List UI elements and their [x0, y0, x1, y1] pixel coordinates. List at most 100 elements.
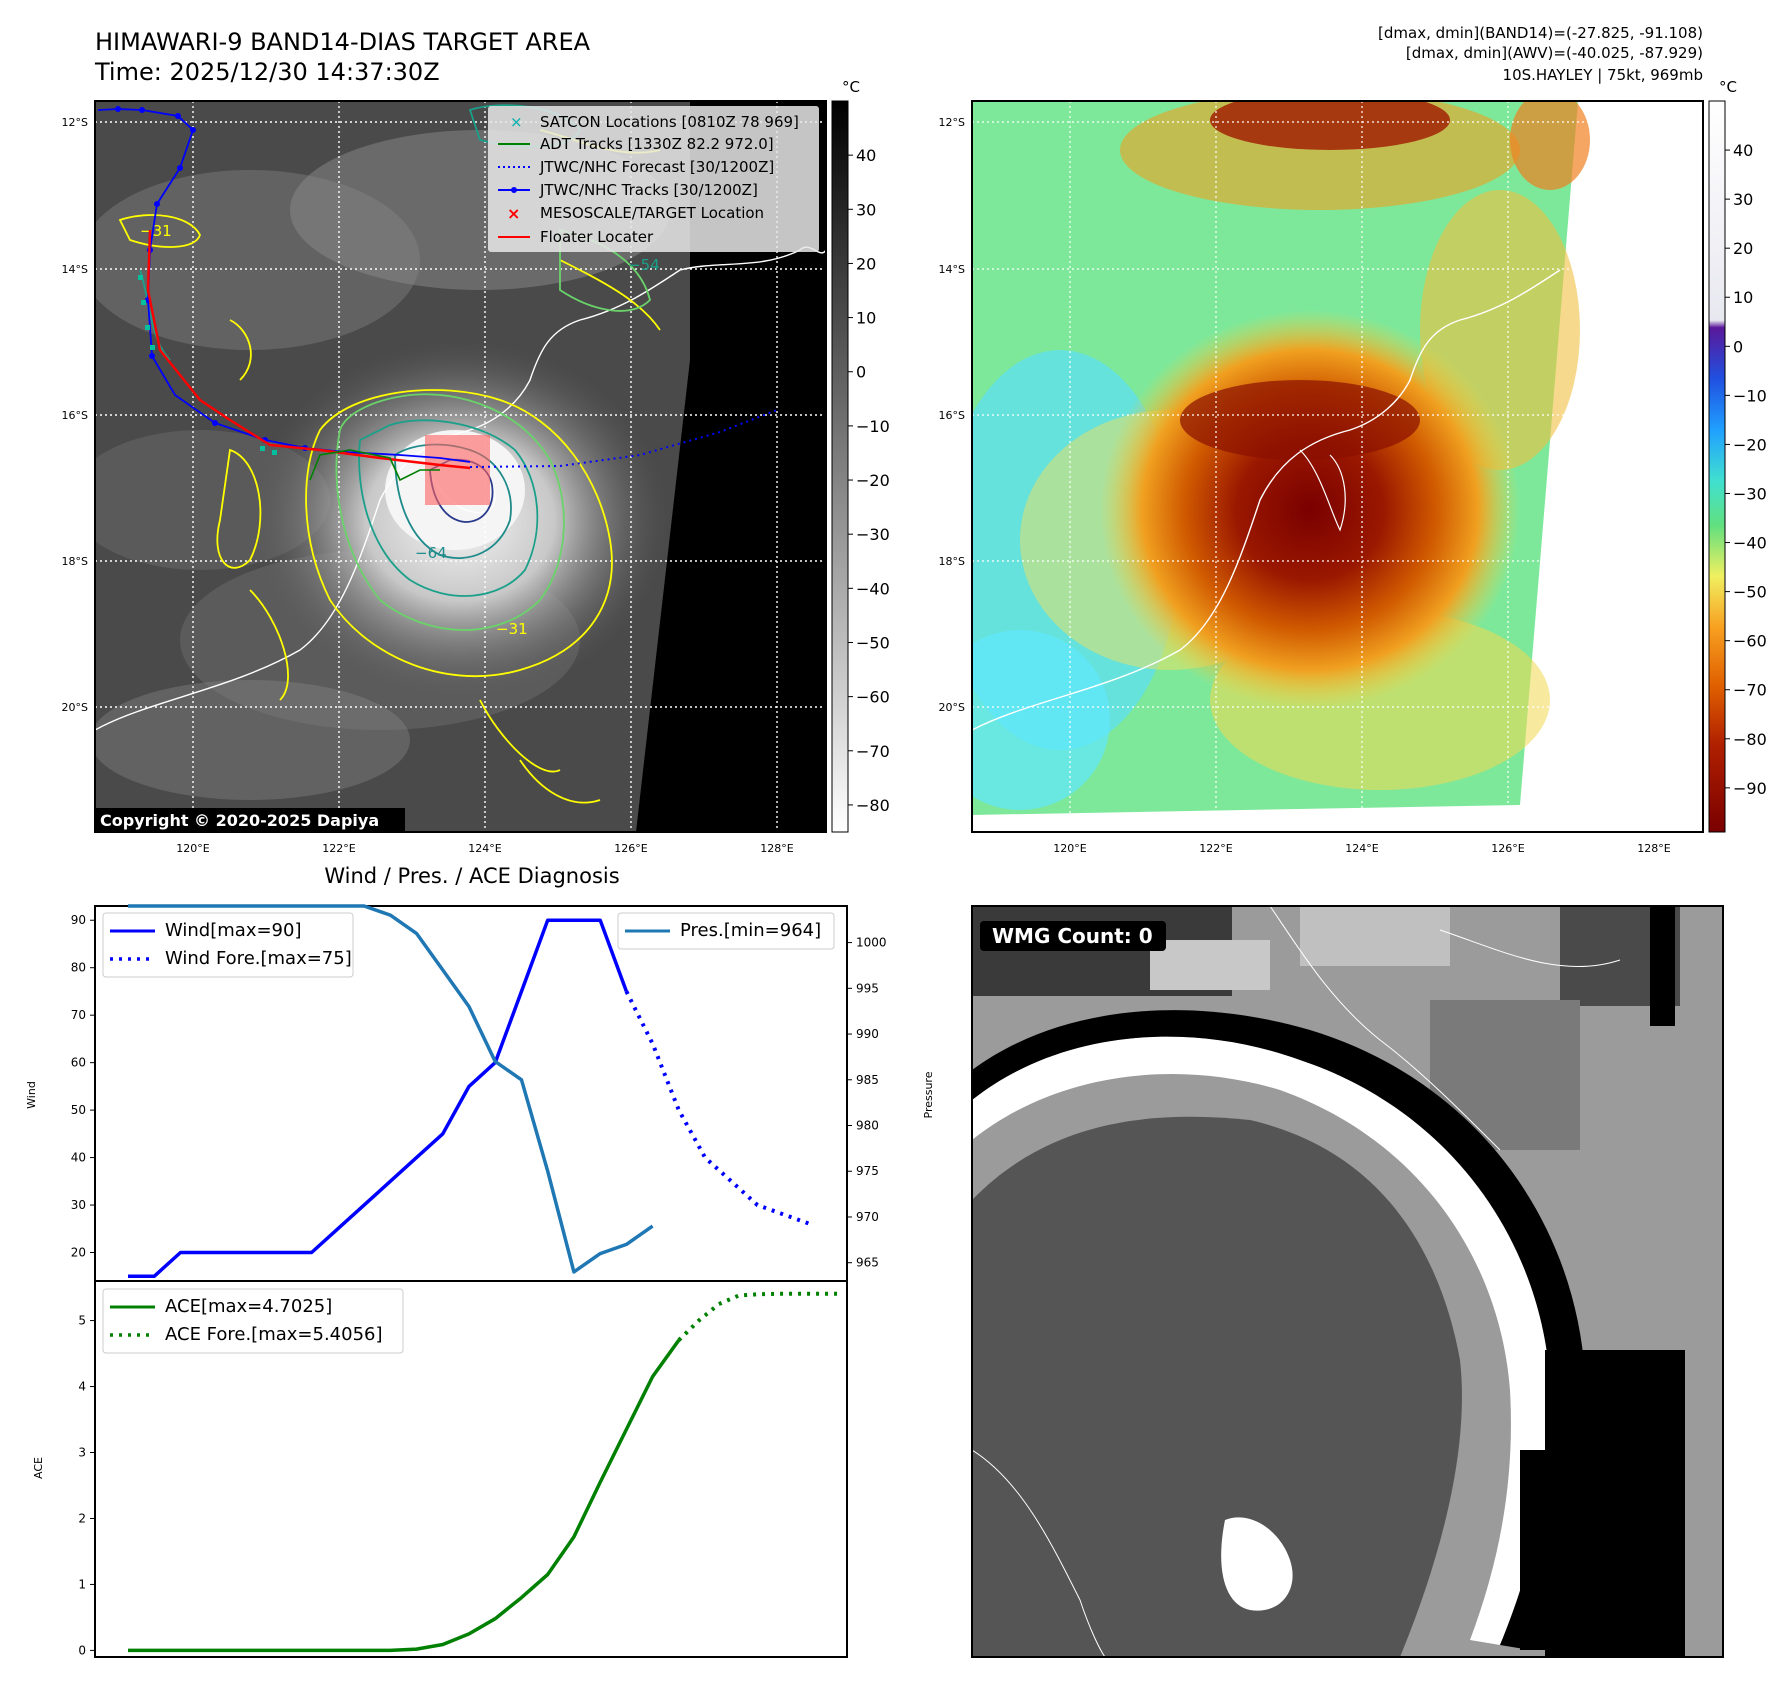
colorbar-tick-label: −50 — [1733, 583, 1767, 602]
floater-locater — [146, 229, 471, 470]
info-line-2: [dmax, dmin](AWV)=(-40.025, -87.929) — [1406, 44, 1703, 62]
legend-tracks: JTWC/NHC Tracks [30/1200Z] — [539, 181, 758, 199]
ace-y-axis: 5 4 3 2 1 0 — [78, 1314, 95, 1657]
colorbar-tick-label: −60 — [856, 688, 890, 707]
lon-label: 120°E — [176, 842, 209, 855]
ir-map-lon-labels: 120°E 122°E 124°E 126°E 128°E — [176, 842, 793, 855]
colorbar-tick-label: 10 — [856, 309, 876, 328]
ace-legend: ACE[max=4.7025] ACE Fore.[max=5.4056] — [102, 1288, 404, 1354]
legend-satcon: SATCON Locations [0810Z 78 969] — [540, 113, 799, 131]
axis-tick-label: 1 — [78, 1577, 86, 1591]
awv-map — [972, 101, 1703, 832]
gray-colorbar: °C 40 30 20 10 0 −10 −20 −30 −40 −50 −60 −70 −80 — [831, 78, 890, 833]
contour-label-4: −31 — [496, 620, 528, 638]
colorbar-tick-label: 10 — [1733, 288, 1753, 307]
lat-label: 20°S — [939, 701, 965, 714]
diag-title: Wind / Pres. / ACE Diagnosis — [324, 864, 619, 888]
wind-legend: Wind[max=90] Wind Fore.[max=75] — [102, 912, 354, 978]
pressure-ylabel: Pressure — [922, 1071, 935, 1118]
copyright: Copyright © 2020-2025 Dapiya — [100, 811, 379, 830]
axis-tick-label: 50 — [71, 1103, 86, 1117]
svg-text:×: × — [510, 113, 523, 131]
lat-label: 16°S — [939, 409, 965, 422]
ir-map-lat-labels: 12°S 14°S 16°S 18°S 20°S — [62, 116, 88, 714]
contour-label-2: −54 — [628, 256, 660, 274]
awv-map-lon-labels: 120°E 122°E 124°E 126°E 128°E — [1053, 842, 1670, 855]
colorbar-tick-label: −60 — [1733, 632, 1767, 651]
axis-tick-label: 30 — [71, 1198, 86, 1212]
contour-label-1: −31 — [140, 222, 172, 240]
lon-label: 124°E — [468, 842, 501, 855]
legend-ace: ACE[max=4.7025] — [165, 1296, 332, 1317]
axis-tick-label: 2 — [78, 1511, 86, 1525]
gray-colorbar-unit: °C — [842, 78, 860, 96]
axis-tick-label: 975 — [856, 1164, 879, 1178]
colorbar-tick-label: 20 — [856, 254, 876, 273]
ace-forecast-line — [677, 1291, 839, 1342]
colorbar-tick-label: −20 — [856, 471, 890, 490]
pressure-line — [128, 904, 654, 1274]
wind-y-axis: 90 80 70 60 50 40 30 20 — [71, 913, 95, 1260]
colorbar-tick-label: 30 — [856, 200, 876, 219]
legend-target: MESOSCALE/TARGET Location — [540, 204, 764, 222]
axis-tick-label: 3 — [78, 1446, 86, 1460]
colorbar-tick-label: −80 — [1733, 730, 1767, 749]
adt-track — [309, 449, 440, 482]
svg-text:×: × — [507, 204, 520, 223]
ace-line — [128, 1339, 681, 1653]
axis-tick-label: 20 — [71, 1246, 86, 1260]
lat-label: 14°S — [62, 263, 88, 276]
axis-tick-label: 40 — [71, 1151, 86, 1165]
lat-label: 18°S — [939, 555, 965, 568]
axis-tick-label: 4 — [78, 1380, 86, 1394]
colorbar-tick-label: −10 — [1733, 386, 1767, 405]
lat-label: 12°S — [62, 116, 88, 129]
axis-tick-label: 0 — [78, 1643, 86, 1657]
ace-series — [128, 1291, 839, 1653]
colorbar-tick-label: −30 — [856, 525, 890, 544]
info-line-3: 10S.HAYLEY | 75kt, 969mb — [1503, 66, 1703, 84]
map-legend: × SATCON Locations [0810Z 78 969] ADT Tr… — [488, 106, 819, 252]
contour-label-3: −64 — [415, 544, 447, 562]
axis-tick-label: 80 — [71, 961, 86, 975]
lon-label: 128°E — [1637, 842, 1670, 855]
info-line-1: [dmax, dmin](BAND14)=(-27.825, -91.108) — [1378, 24, 1703, 42]
jtwc-forecast — [469, 409, 778, 468]
pressure-series — [128, 904, 654, 1274]
colorbar-tick-label: 30 — [1733, 190, 1753, 209]
awv-map-lat-labels: 12°S 14°S 16°S 18°S 20°S — [939, 116, 965, 714]
lat-label: 16°S — [62, 409, 88, 422]
axis-tick-label: 985 — [856, 1073, 879, 1087]
figure-time: Time: 2025/12/30 14:37:30Z — [94, 58, 440, 86]
pres-legend: Pres.[min=964] — [617, 912, 835, 950]
lat-label: 20°S — [62, 701, 88, 714]
wmg-panel: WMG Count: 0 — [972, 906, 1723, 1657]
colorbar-tick-label: 20 — [1733, 239, 1753, 258]
legend-ace-fore: ACE Fore.[max=5.4056] — [165, 1324, 383, 1345]
wind-line — [128, 918, 629, 1279]
wmg-count: WMG Count: 0 — [992, 924, 1153, 948]
lat-label: 12°S — [939, 116, 965, 129]
axis-tick-label: 90 — [71, 913, 86, 927]
colorbar-tick-label: 40 — [856, 146, 876, 165]
legend-forecast: JTWC/NHC Forecast [30/1200Z] — [539, 158, 774, 176]
colorbar-tick-label: −70 — [1733, 681, 1767, 700]
awv-colorbar-unit: °C — [1719, 78, 1737, 96]
colorbar-tick-label: −80 — [856, 796, 890, 815]
ace-ylabel: ACE — [32, 1457, 45, 1479]
lon-label: 120°E — [1053, 842, 1086, 855]
wind-ylabel: Wind — [25, 1081, 38, 1109]
lon-label: 122°E — [1199, 842, 1232, 855]
axis-tick-label: 970 — [856, 1210, 879, 1224]
lon-label: 126°E — [1491, 842, 1524, 855]
lon-label: 128°E — [760, 842, 793, 855]
lon-label: 122°E — [322, 842, 355, 855]
ace-chart-frame — [94, 1280, 848, 1658]
axis-tick-label: 990 — [856, 1027, 879, 1041]
colorbar-tick-label: −10 — [856, 417, 890, 436]
lat-label: 14°S — [939, 263, 965, 276]
legend-floater: Floater Locater — [540, 228, 654, 246]
axis-tick-label: 60 — [71, 1056, 86, 1070]
colorbar-tick-label: −50 — [856, 633, 890, 652]
pressure-y-axis: 1000 995 990 985 980 975 970 965 — [847, 936, 887, 1270]
